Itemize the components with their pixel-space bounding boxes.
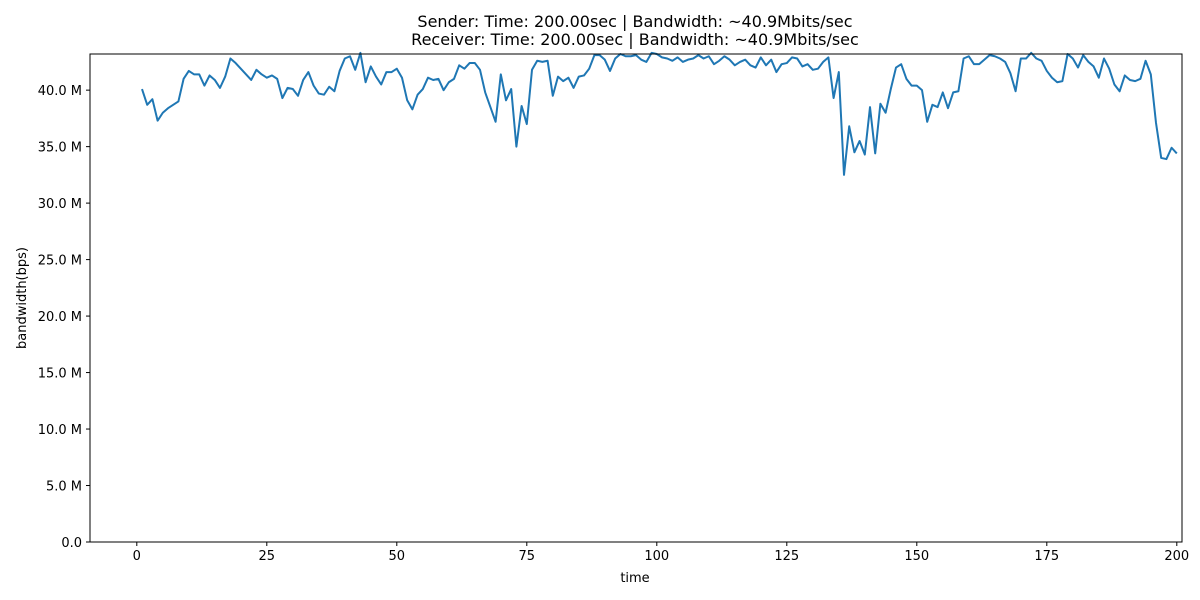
y-tick-label: 15.0 M xyxy=(38,367,82,382)
x-tick-label: 200 xyxy=(1164,549,1189,564)
y-tick-label: 35.0 M xyxy=(38,141,82,156)
y-tick-label: 5.0 M xyxy=(46,480,82,495)
x-tick-label: 25 xyxy=(259,549,276,564)
chart-title-line-2: Receiver: Time: 200.00sec | Bandwidth: ~… xyxy=(411,30,859,49)
y-tick-label: 30.0 M xyxy=(38,197,82,212)
y-tick-label: 20.0 M xyxy=(38,310,82,325)
y-axis-ticks: 0.0 5.0 M 10.0 M 15.0 M 20.0 M 25.0 M 30.0 M 35… xyxy=(38,84,90,551)
y-tick-label: 40.0 M xyxy=(38,84,82,99)
y-tick-label: 10.0 M xyxy=(38,423,82,438)
y-axis-label: bandwidth(bps) xyxy=(15,247,30,349)
plot-area-frame xyxy=(89,53,1183,543)
x-axis-label: time xyxy=(620,571,649,586)
y-tick-label: 25.0 M xyxy=(38,254,82,269)
y-tick-label: 0.0 xyxy=(61,536,82,551)
x-tick-label: 0 xyxy=(133,549,141,564)
x-tick-label: 125 xyxy=(774,549,799,564)
x-tick-label: 175 xyxy=(1034,549,1059,564)
x-tick-label: 75 xyxy=(519,549,536,564)
x-tick-label: 50 xyxy=(389,549,406,564)
x-tick-label: 150 xyxy=(904,549,929,564)
x-axis-ticks: 0 25 50 75 100 125 150 175 200 xyxy=(133,542,1189,564)
chart-title-line-1: Sender: Time: 200.00sec | Bandwidth: ~40… xyxy=(417,12,852,31)
bandwidth-series-line xyxy=(141,51,1178,176)
x-tick-label: 100 xyxy=(644,549,669,564)
